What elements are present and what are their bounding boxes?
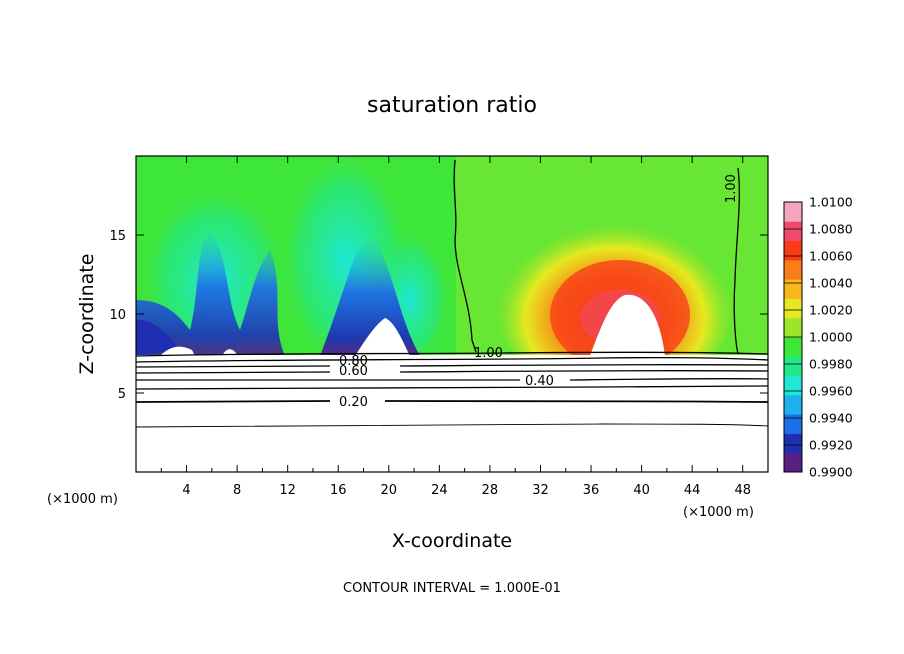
contour-line [453, 159, 477, 353]
x-tick-label: 16 [330, 483, 347, 498]
colorbar-tick-label: 0.9900 [809, 465, 853, 480]
contour-line [135, 369, 769, 374]
colorbar-swatch [784, 240, 802, 261]
x-tick-label: 28 [482, 483, 499, 498]
x-axis: 4 8 12 16 20 24 28 32 36 40 44 48 [160, 156, 751, 498]
colorbar-swatch [784, 375, 802, 396]
colorbar-tick-label: 0.9980 [809, 357, 853, 372]
y-tick-label: 15 [109, 229, 126, 244]
y-axis: 5 10 15 [109, 229, 768, 402]
colorbar-swatch [784, 259, 802, 280]
contour-line [135, 400, 769, 403]
colorbar-swatch [784, 221, 802, 242]
y-tick-label: 10 [109, 308, 126, 323]
x-tick-label: 20 [381, 483, 398, 498]
saturation-field [136, 156, 768, 472]
colorbar-swatch [784, 452, 802, 473]
colorbar-swatch [784, 433, 802, 454]
colorbar-tick-label: 1.0100 [809, 195, 853, 210]
contour-line [135, 356, 769, 363]
contour-label: 0.60 [339, 364, 368, 379]
y-tick-label: 5 [118, 387, 126, 402]
contour-interval-note: CONTOUR INTERVAL = 1.000E-01 [343, 581, 561, 596]
contour-line [135, 363, 769, 368]
x-tick-label: 48 [734, 483, 751, 498]
contour-label: 0.80 [339, 354, 368, 369]
colorbar-swatch [784, 414, 802, 434]
x-tick-label: 8 [233, 483, 241, 498]
contour-label: 0.40 [525, 374, 554, 389]
y-axis-title: Z-coordinate [76, 254, 98, 375]
colorbar-swatch [784, 356, 802, 377]
x-tick-label: 32 [532, 483, 549, 498]
contour-line [135, 423, 769, 428]
x-axis-title: X-coordinate [392, 530, 512, 552]
chart-title: saturation ratio [367, 93, 537, 118]
colorbar-tick-label: 1.0080 [809, 222, 853, 237]
contour-line [135, 351, 769, 357]
x-tick-label: 40 [633, 483, 650, 498]
colorbar-swatch [784, 337, 802, 357]
colorbar-swatch [784, 317, 802, 338]
contour-line [733, 167, 740, 355]
x-unit-label-left: (×1000 m) [47, 492, 118, 507]
contour-label: 1.00 [724, 174, 739, 203]
colorbar-tick-label: 1.0000 [809, 330, 853, 345]
contour-lines [135, 159, 769, 428]
colorbar-swatch [784, 202, 802, 222]
colorbar-tick-label: 1.0040 [809, 276, 853, 291]
colorbar-tick-label: 1.0020 [809, 303, 853, 318]
contour-label: 1.00 [474, 346, 503, 361]
colorbar-tick-label: 1.0060 [809, 249, 853, 264]
contour-line [135, 385, 769, 390]
colorbar-swatch [784, 298, 802, 319]
x-tick-label: 24 [431, 483, 448, 498]
x-tick-label: 12 [279, 483, 296, 498]
x-tick-label: 4 [182, 483, 190, 498]
x-tick-label: 36 [583, 483, 600, 498]
colorbar-tick-label: 0.9920 [809, 438, 853, 453]
x-unit-label-right: (×1000 m) [683, 505, 754, 520]
colorbar-swatch [784, 279, 802, 299]
colorbar-swatch [784, 394, 802, 415]
colorbar-tick-label: 0.9940 [809, 411, 853, 426]
contour-label: 0.20 [339, 395, 368, 410]
colorbar-tick-label: 0.9960 [809, 384, 853, 399]
colorbar: 1.0100 1.0080 1.0060 1.0040 1.0020 1.0000 0.99… [783, 195, 853, 480]
x-tick-label: 44 [684, 483, 701, 498]
